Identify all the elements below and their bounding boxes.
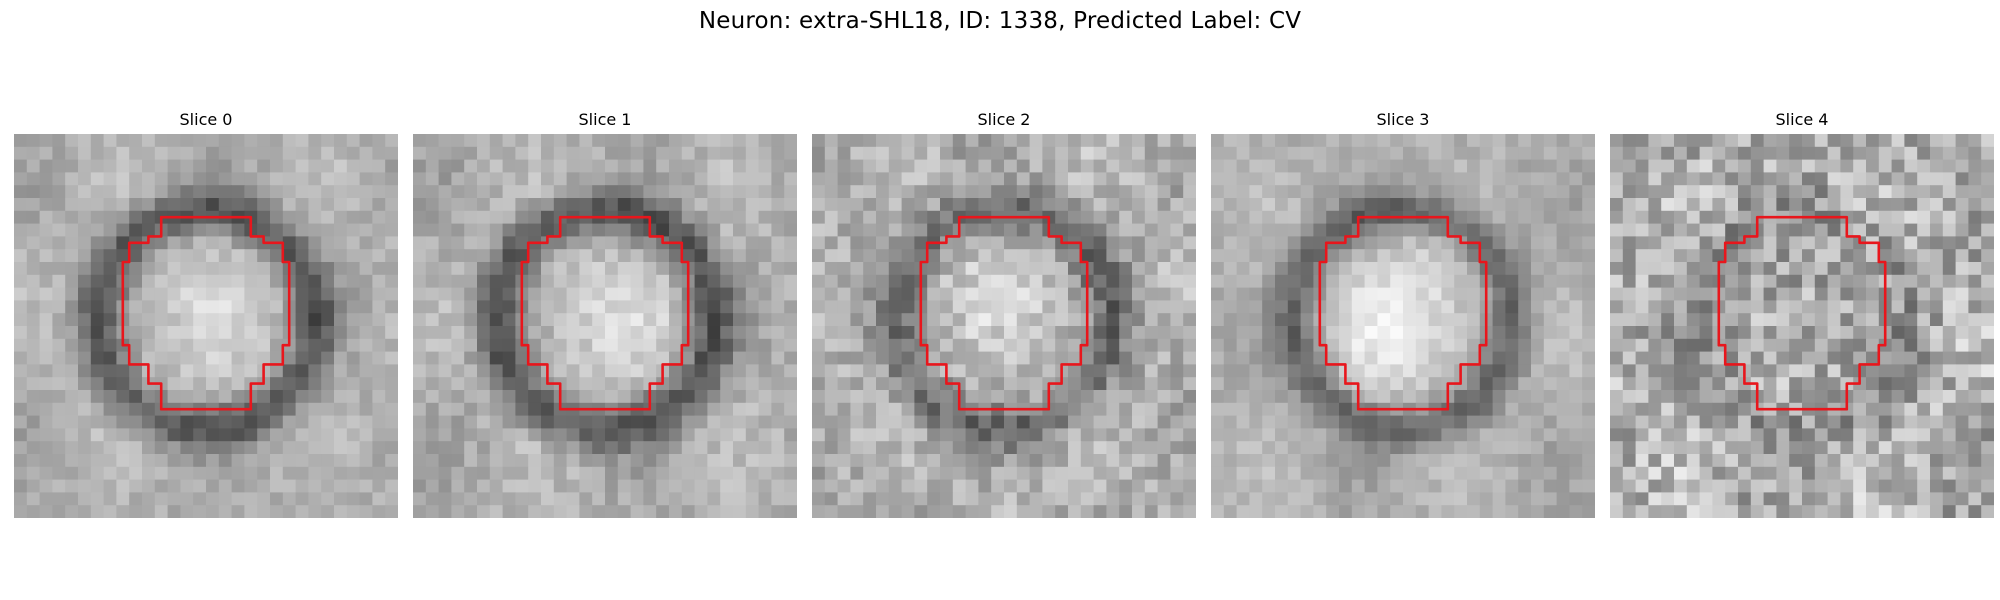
roi-outline bbox=[520, 215, 690, 411]
slice-title-4: Slice 4 bbox=[1775, 110, 1829, 129]
slice-image-3 bbox=[1211, 134, 1595, 518]
slice-title-3: Slice 3 bbox=[1376, 110, 1430, 129]
slice-image-4 bbox=[1610, 134, 1994, 518]
slice-image-2 bbox=[812, 134, 1196, 518]
roi-outline bbox=[1717, 215, 1887, 411]
roi-outline bbox=[919, 215, 1089, 411]
slice-image-0 bbox=[14, 134, 398, 518]
slice-title-1: Slice 1 bbox=[578, 110, 632, 129]
slice-panel-3: Slice 3 bbox=[1211, 108, 1595, 518]
slice-title-0: Slice 0 bbox=[179, 110, 233, 129]
slice-panel-0: Slice 0 bbox=[14, 108, 398, 518]
slice-panel-2: Slice 2 bbox=[812, 108, 1196, 518]
slice-image-1 bbox=[413, 134, 797, 518]
roi-outline bbox=[121, 215, 291, 411]
slice-panel-1: Slice 1 bbox=[413, 108, 797, 518]
slice-title-2: Slice 2 bbox=[977, 110, 1031, 129]
roi-outline bbox=[1318, 215, 1488, 411]
figure-title: Neuron: extra-SHL18, ID: 1338, Predicted… bbox=[698, 8, 1302, 34]
slice-panel-4: Slice 4 bbox=[1610, 108, 1994, 518]
